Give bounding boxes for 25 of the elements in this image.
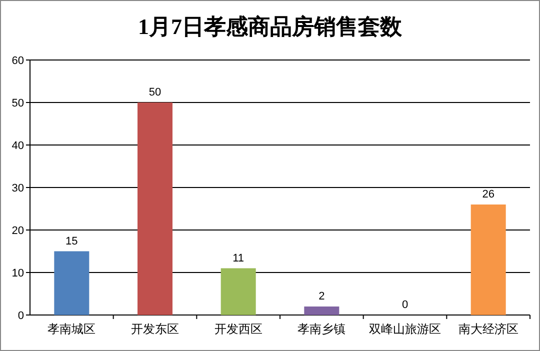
x-tick-label: 开发西区 (214, 322, 262, 336)
y-tick-label: 10 (12, 268, 24, 280)
bar (470, 204, 506, 315)
y-tick-label: 0 (18, 310, 24, 322)
bar (220, 268, 256, 315)
bar (54, 251, 90, 315)
x-tick-label: 开发东区 (131, 322, 179, 336)
bar (138, 102, 172, 315)
data-label: 26 (482, 188, 494, 200)
y-tick-label: 50 (12, 98, 24, 110)
x-tick-label: 双峰山旅游区 (369, 322, 441, 336)
data-label: 11 (232, 252, 244, 264)
data-label: 0 (402, 299, 408, 311)
data-label: 15 (66, 235, 78, 248)
data-label: 2 (318, 290, 325, 302)
y-tick-label: 40 (12, 140, 24, 152)
y-tick-label: 60 (12, 55, 24, 67)
x-tick-label: 南大经济区 (458, 322, 518, 336)
data-label: 50 (148, 86, 162, 98)
x-tick-label: 孝南城区 (48, 322, 96, 336)
chart-title: 1月7日孝感商品房销售套数 (138, 14, 403, 39)
x-tick-label: 孝南乡镇 (298, 322, 346, 336)
bar (304, 306, 340, 315)
y-tick-label: 20 (12, 225, 24, 237)
y-tick-label: 30 (12, 182, 24, 194)
